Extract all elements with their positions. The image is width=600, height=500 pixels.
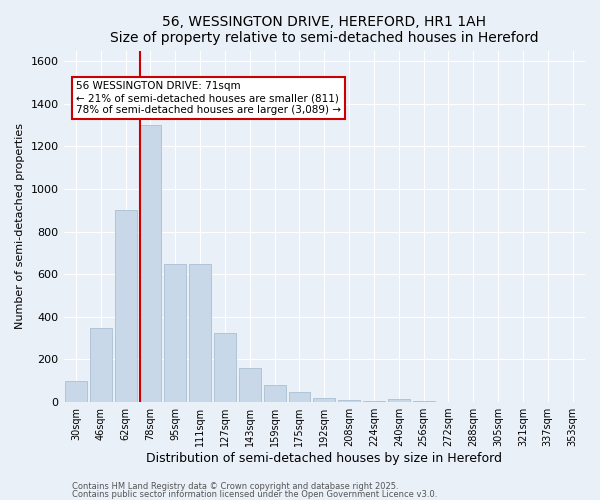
Bar [214,333,236,402]
Bar [164,264,186,402]
Bar [65,381,87,402]
Bar [140,125,161,402]
Bar [388,399,410,402]
Bar [115,210,137,402]
Text: Contains public sector information licensed under the Open Government Licence v3: Contains public sector information licen… [72,490,437,499]
Text: Contains HM Land Registry data © Crown copyright and database right 2025.: Contains HM Land Registry data © Crown c… [72,482,398,491]
Bar [289,392,310,402]
X-axis label: Distribution of semi-detached houses by size in Hereford: Distribution of semi-detached houses by … [146,452,502,465]
Bar [90,328,112,402]
Bar [189,264,211,402]
Bar [413,401,434,402]
Y-axis label: Number of semi-detached properties: Number of semi-detached properties [15,124,25,330]
Bar [313,398,335,402]
Bar [239,368,261,402]
Title: 56, WESSINGTON DRIVE, HEREFORD, HR1 1AH
Size of property relative to semi-detach: 56, WESSINGTON DRIVE, HEREFORD, HR1 1AH … [110,15,539,45]
Bar [338,400,360,402]
Bar [363,401,385,402]
Bar [263,385,286,402]
Text: 56 WESSINGTON DRIVE: 71sqm
← 21% of semi-detached houses are smaller (811)
78% o: 56 WESSINGTON DRIVE: 71sqm ← 21% of semi… [76,82,341,114]
